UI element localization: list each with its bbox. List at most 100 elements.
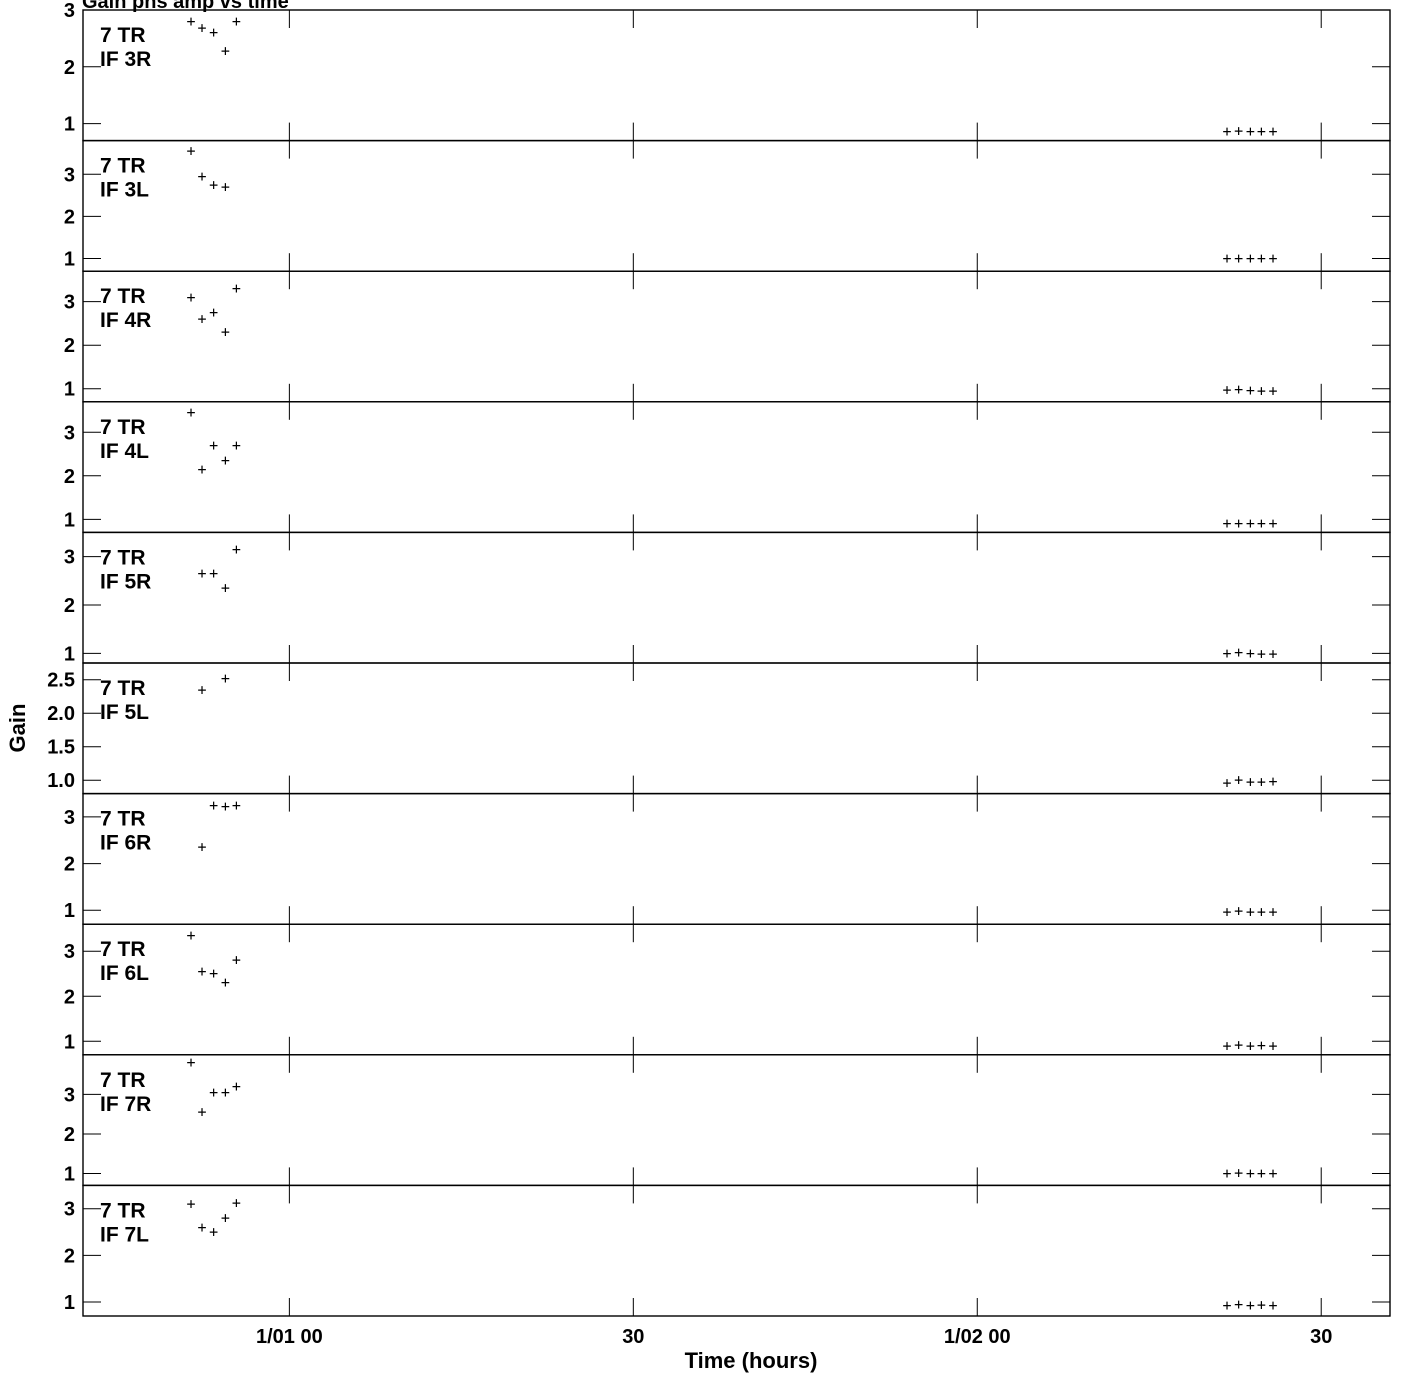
data-point: + <box>186 1195 195 1213</box>
data-point: + <box>1257 903 1266 921</box>
data-point: + <box>1222 515 1231 533</box>
y-tick-label: 2 <box>64 335 75 357</box>
x-tick-label: 30 <box>1310 1326 1332 1348</box>
y-tick-label: 2 <box>64 986 75 1008</box>
data-point: + <box>1234 1036 1243 1054</box>
y-tick-label: 1 <box>64 1031 75 1053</box>
y-tick-label: 1 <box>64 249 75 271</box>
panel-frame <box>82 923 1391 1056</box>
data-point: + <box>232 1077 241 1095</box>
y-tick-label: 3 <box>64 422 75 444</box>
data-point: + <box>1222 1297 1231 1315</box>
x-tick-label: 30 <box>622 1326 644 1348</box>
data-point: + <box>1222 1037 1231 1055</box>
data-point: + <box>209 304 218 322</box>
data-point: + <box>1257 773 1266 791</box>
data-point: + <box>1234 771 1243 789</box>
data-point: + <box>1234 1295 1243 1313</box>
y-tick-label: 3 <box>64 1084 75 1106</box>
data-point: + <box>1246 514 1255 532</box>
data-point: + <box>1246 250 1255 268</box>
data-point: + <box>221 798 230 816</box>
data-point: + <box>1246 381 1255 399</box>
data-point: + <box>221 452 230 470</box>
panel-label-antenna: 7 TR <box>100 416 146 439</box>
x-tick-label: 1/01 00 <box>256 1326 323 1348</box>
data-point: + <box>1246 644 1255 662</box>
y-tick-label: 3 <box>64 807 75 829</box>
y-tick-label: 1 <box>64 379 75 401</box>
panel-frame <box>82 270 1391 403</box>
y-tick-label: 1 <box>64 1164 75 1186</box>
data-point: + <box>1257 382 1266 400</box>
panel-frame <box>82 531 1391 664</box>
data-point: + <box>232 1194 241 1212</box>
data-point: + <box>232 436 241 454</box>
panel-label-if: IF 6L <box>100 962 149 985</box>
data-point: + <box>197 565 206 583</box>
data-point: + <box>1246 903 1255 921</box>
y-tick-label: 3 <box>64 547 75 569</box>
data-point: + <box>1246 123 1255 141</box>
panel-label-antenna: 7 TR <box>100 808 146 831</box>
y-tick-label: 2 <box>64 1245 75 1267</box>
y-tick-label: 2 <box>64 595 75 617</box>
data-point: + <box>232 540 241 558</box>
data-point: + <box>1222 381 1231 399</box>
data-point: + <box>221 1209 230 1227</box>
data-point: + <box>1234 381 1243 399</box>
data-point: + <box>1269 382 1278 400</box>
data-point: + <box>186 926 195 944</box>
panel-frame <box>82 139 1391 272</box>
panel-frame <box>82 662 1391 795</box>
y-tick-label: 2.0 <box>47 703 75 725</box>
data-point: + <box>1257 250 1266 268</box>
data-point: + <box>186 1054 195 1072</box>
panel-label-if: IF 7R <box>100 1093 151 1116</box>
data-point: + <box>1257 645 1266 663</box>
data-point: + <box>197 1103 206 1121</box>
panel-label-antenna: 7 TR <box>100 1069 146 1092</box>
data-point: + <box>1222 903 1231 921</box>
data-point: + <box>221 974 230 992</box>
data-point: + <box>1246 1296 1255 1314</box>
data-point: + <box>1269 1297 1278 1315</box>
data-point: + <box>209 24 218 42</box>
data-point: + <box>1257 123 1266 141</box>
data-point: + <box>221 669 230 687</box>
y-tick-label: 1 <box>64 1292 75 1314</box>
data-point: + <box>1234 902 1243 920</box>
y-tick-label: 2 <box>64 854 75 876</box>
data-point: + <box>1222 644 1231 662</box>
y-tick-label: 2 <box>64 57 75 79</box>
data-point: + <box>1222 250 1231 268</box>
data-point: + <box>232 12 241 30</box>
data-point: + <box>197 167 206 185</box>
data-point: + <box>1234 643 1243 661</box>
panel-label-antenna: 7 TR <box>100 1199 146 1222</box>
data-point: + <box>1269 1037 1278 1055</box>
y-tick-label: 1 <box>64 900 75 922</box>
data-point: + <box>1222 123 1231 141</box>
data-point: + <box>1257 1036 1266 1054</box>
panel-frame <box>82 1054 1391 1187</box>
y-tick-label: 3 <box>64 164 75 186</box>
data-point: + <box>1269 123 1278 141</box>
panel-label-if: IF 6R <box>100 832 151 855</box>
panel-frame <box>82 1184 1391 1317</box>
panel-label-antenna: 7 TR <box>100 285 146 308</box>
data-point: + <box>209 176 218 194</box>
data-point: + <box>186 288 195 306</box>
panel-label-antenna: 7 TR <box>100 938 146 961</box>
y-tick-label: 2.5 <box>47 670 75 692</box>
data-point: + <box>186 12 195 30</box>
y-axis-title: Gain <box>5 704 30 753</box>
panel-label-if: IF 4R <box>100 309 151 332</box>
